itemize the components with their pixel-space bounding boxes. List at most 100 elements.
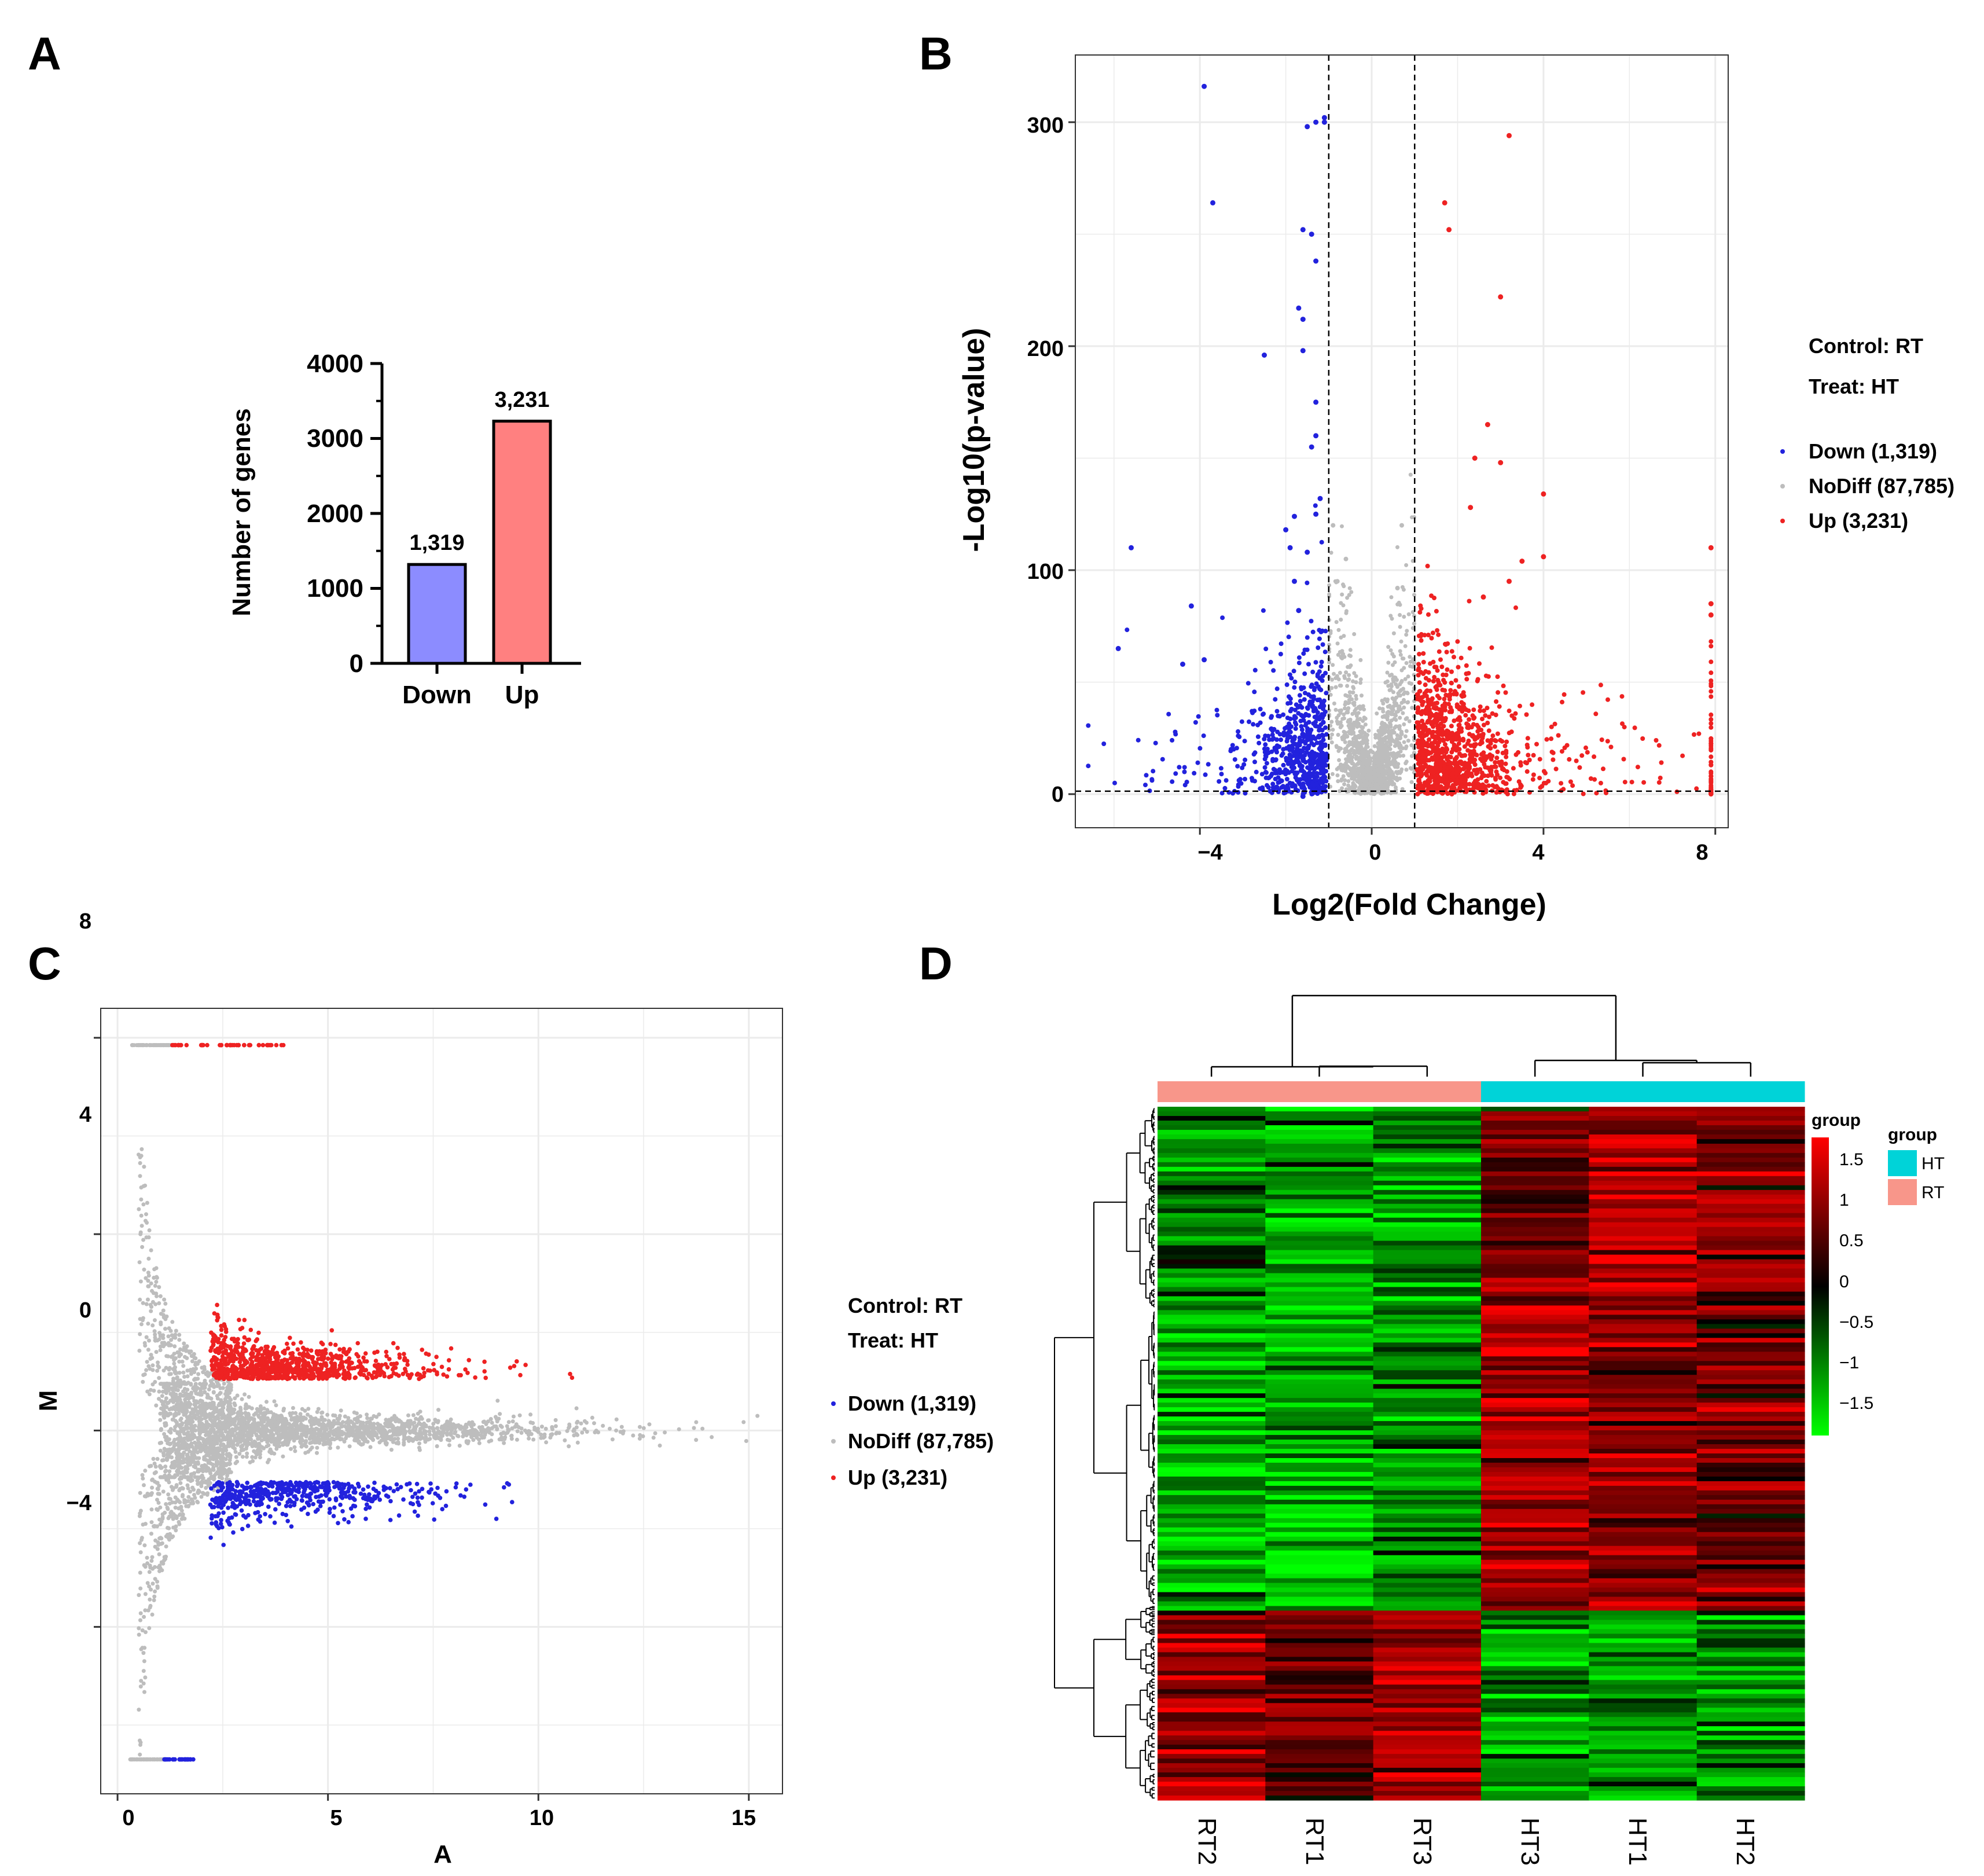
ma-point — [147, 1338, 151, 1343]
ma-point — [151, 1456, 156, 1461]
volcano-point — [1472, 762, 1478, 768]
ma-point — [159, 1536, 164, 1541]
volcano-point — [1405, 629, 1409, 633]
volcano-point — [1202, 657, 1207, 663]
volcano-point — [1303, 691, 1307, 696]
volcano-point — [1245, 681, 1251, 686]
ma-point — [152, 1329, 157, 1334]
volcano-point — [1345, 684, 1350, 688]
volcano-plot-area — [1075, 54, 1729, 828]
bar-chart-marks — [370, 362, 552, 674]
volcano-point — [1559, 749, 1564, 754]
volcano-point — [1262, 353, 1267, 358]
volcano-ytick-label: 300 — [1027, 113, 1064, 138]
ma-point — [153, 1380, 157, 1384]
ma-point — [150, 1323, 155, 1328]
volcano-point — [1414, 720, 1420, 725]
ma-point — [156, 1364, 160, 1368]
ma-point — [153, 1332, 157, 1337]
panel-label-d: D — [919, 938, 953, 989]
volcano-point — [1322, 760, 1327, 765]
ma-point — [190, 1359, 194, 1364]
volcano-point — [1347, 697, 1351, 702]
ma-point — [141, 1669, 146, 1673]
volcano-point — [1270, 737, 1275, 742]
volcano-point — [1384, 735, 1389, 740]
ma-point — [146, 1364, 151, 1368]
ma-point — [157, 1301, 161, 1305]
ma-point — [281, 1454, 285, 1459]
ma-point — [527, 1436, 531, 1441]
ma-point — [193, 1363, 197, 1367]
volcano-point — [1361, 768, 1365, 773]
volcano-point — [1419, 695, 1424, 700]
volcano-point — [1345, 596, 1350, 600]
volcano-point — [1417, 790, 1423, 795]
volcano-point — [1316, 645, 1321, 650]
ma-point — [180, 1359, 185, 1364]
volcano-point — [1386, 710, 1391, 714]
volcano-point — [1465, 765, 1470, 770]
ma-point — [638, 1425, 642, 1429]
ma-point — [182, 1387, 187, 1391]
volcano-point — [1376, 785, 1381, 790]
volcano-point — [1358, 681, 1363, 685]
volcano-point — [1485, 422, 1490, 427]
volcano-point — [1469, 752, 1475, 758]
ma-point — [138, 1742, 142, 1747]
volcano-point — [1423, 682, 1428, 688]
volcano-point — [1310, 629, 1316, 634]
volcano-point — [1439, 708, 1445, 714]
volcano-point — [1358, 658, 1363, 662]
volcano-point — [1390, 652, 1395, 656]
volcano-point — [1321, 737, 1326, 743]
volcano-point — [1401, 588, 1406, 592]
volcano-point — [1320, 785, 1325, 790]
volcano-point — [1549, 736, 1554, 741]
ma-point — [153, 1318, 157, 1323]
volcano-point — [1447, 709, 1452, 714]
volcano-point — [1390, 710, 1394, 714]
volcano-point — [1489, 645, 1494, 650]
volcano-point — [1362, 760, 1367, 765]
volcano-point — [1264, 761, 1269, 766]
ma-point — [147, 1228, 152, 1232]
ma-point — [156, 1543, 161, 1547]
volcano-point — [1335, 745, 1339, 750]
ma-point — [637, 1436, 642, 1441]
volcano-point — [1291, 753, 1296, 758]
volcano-point — [1112, 780, 1117, 785]
volcano-point — [1419, 755, 1424, 761]
ma-point — [163, 1464, 168, 1469]
volcano-point — [1483, 765, 1488, 770]
ma-point — [216, 1383, 221, 1387]
volcano-point — [1236, 733, 1241, 739]
volcano-point — [1410, 754, 1414, 758]
volcano-point — [1619, 694, 1625, 699]
volcano-point — [1494, 769, 1499, 774]
volcano-point — [1214, 707, 1219, 713]
volcano-point — [1173, 732, 1178, 737]
ma-point — [149, 1520, 154, 1525]
volcano-point — [1391, 752, 1396, 757]
volcano-point — [1143, 783, 1148, 788]
ma-point — [145, 1220, 149, 1225]
ma-point — [158, 1348, 163, 1352]
ma-point — [202, 1492, 207, 1496]
volcano-point — [1397, 704, 1402, 708]
volcano-point — [1125, 627, 1130, 633]
volcano-point — [1149, 778, 1155, 783]
ma-point — [189, 1349, 193, 1354]
volcano-point — [1330, 677, 1334, 682]
volcano-point — [1549, 724, 1554, 729]
volcano-point — [1320, 780, 1325, 785]
volcano-point — [1348, 648, 1353, 652]
ma-point — [137, 1626, 141, 1631]
volcano-point — [1358, 677, 1363, 682]
volcano-point — [1430, 696, 1435, 701]
volcano-point — [1343, 702, 1347, 707]
volcano-point — [1346, 678, 1350, 682]
volcano-point — [1274, 784, 1279, 790]
volcano-point — [1449, 681, 1454, 686]
volcano-point — [1421, 46, 1426, 51]
